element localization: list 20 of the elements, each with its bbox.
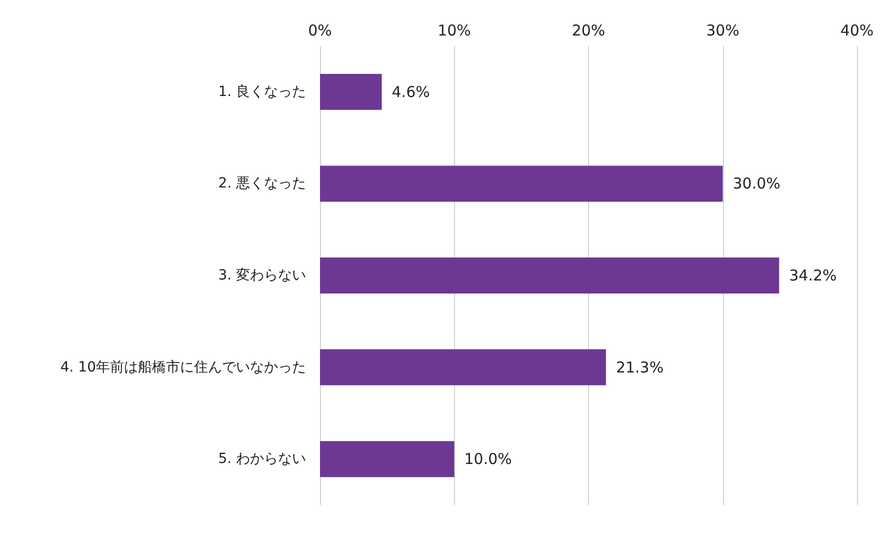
y-tick-label: 5. わからない (218, 451, 306, 468)
bar (320, 74, 382, 110)
x-tick-label: 0% (308, 22, 332, 40)
data-label: 10.0% (464, 450, 512, 468)
bar (320, 349, 606, 386)
x-tick-label: 20% (572, 22, 606, 40)
x-tick-label: 40% (840, 22, 874, 40)
x-tick-label: 10% (438, 22, 471, 40)
data-label: 21.3% (616, 358, 664, 376)
x-tick-label: 30% (706, 22, 740, 40)
y-tick-label: 3. 変わらない (218, 268, 306, 284)
y-tick-label: 2. 悪くなった (218, 176, 306, 192)
y-tick-label: 4. 10年前は船橋市に住んでいなかった (60, 359, 306, 376)
bar (320, 166, 723, 202)
data-label: 34.2% (789, 266, 837, 284)
data-label: 30.0% (732, 174, 780, 193)
bar (320, 258, 780, 294)
y-tick-label: 1. 良くなった (218, 84, 306, 100)
data-label: 4.6% (392, 82, 430, 101)
bar (320, 441, 454, 478)
